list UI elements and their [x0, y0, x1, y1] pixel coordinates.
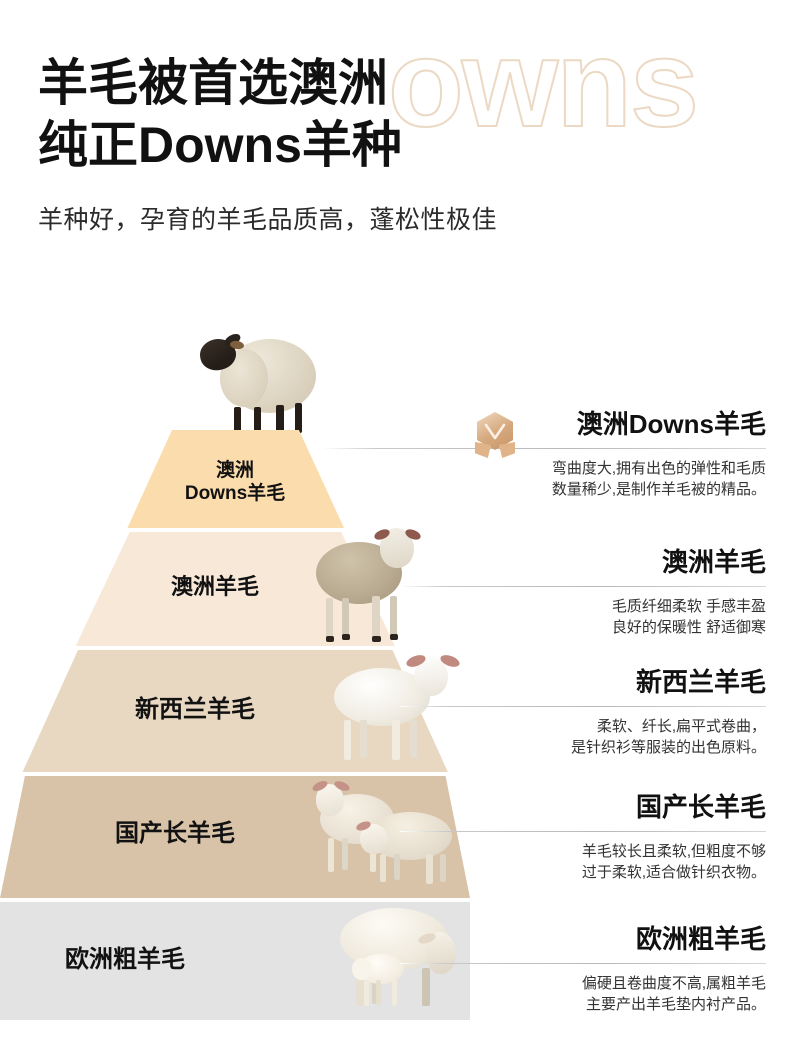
- info-item-2-description: 毛质纤细柔软 手感丰盈 良好的保暖性 舒适御寒: [400, 596, 766, 640]
- info-item-3: 新西兰羊毛 柔软、纤长,扁平式卷曲， 是针织衫等服装的出色原料。: [400, 668, 766, 759]
- info-item-3-divider: [400, 705, 766, 707]
- info-item-4-desc-line2: 过于柔软,适合做针织衣物。: [581, 864, 766, 882]
- info-item-1-desc-line2: 数量稀少,是制作羊毛被的精品。: [551, 481, 766, 499]
- info-item-5-description: 偏硬且卷曲度不高,属粗羊毛 主要产出羊毛垫内衬产品。: [400, 973, 766, 1017]
- info-item-1-title: 澳洲Downs羊毛: [576, 409, 766, 439]
- pyramid-tier-3-label: 新西兰羊毛: [135, 696, 255, 723]
- info-item-4-desc-line1: 羊毛较长且柔软,但粗度不够: [581, 842, 766, 860]
- hero-header: 羊毛被首选澳洲 纯正Downs羊种 羊种好，孕育的羊毛品质高，蓬松性极佳: [38, 52, 558, 236]
- info-item-3-desc-line2: 是针织衫等服装的出色原料。: [570, 739, 766, 757]
- info-item-2-title: 澳洲羊毛: [661, 547, 766, 577]
- pyramid-tier-5-label: 欧洲粗羊毛: [65, 946, 185, 973]
- wool-quality-pyramid: 澳洲 Downs羊毛 澳洲羊毛: [0, 430, 470, 1030]
- info-item-1: 澳洲Downs羊毛 弯曲度大,拥有出色的弹性和毛质 数量稀少,是制作羊毛被的精品…: [322, 410, 766, 501]
- info-item-5-divider: [400, 962, 766, 964]
- info-item-1-divider: [322, 447, 766, 449]
- info-item-3-description: 柔软、纤长,扁平式卷曲， 是针织衫等服装的出色原料。: [400, 716, 766, 760]
- pyramid-tier-1-label-line1: 澳洲: [215, 460, 254, 481]
- page-title-line2: 纯正Downs羊种: [38, 117, 402, 173]
- info-item-2-desc-line1: 毛质纤细柔软 手感丰盈: [611, 597, 766, 615]
- info-item-4-description: 羊毛较长且柔软,但粗度不够 过于柔软,适合做针织衣物。: [400, 841, 766, 885]
- pyramid-tier-1-label: 澳洲 Downs羊毛: [0, 460, 470, 506]
- page-title-line1: 羊毛被首选澳洲: [38, 55, 388, 111]
- award-ribbon-right: [499, 442, 515, 458]
- pyramid-tier-1-label-line2: Downs羊毛: [184, 482, 286, 504]
- info-item-5-desc-line2: 主要产出羊毛垫内衬产品。: [585, 996, 766, 1014]
- info-item-4: 国产长羊毛 羊毛较长且柔软,但粗度不够 过于柔软,适合做针织衣物。: [400, 793, 766, 884]
- award-check-icon: [483, 421, 507, 443]
- info-item-1-description: 弯曲度大,拥有出色的弹性和毛质 数量稀少,是制作羊毛被的精品。: [322, 458, 766, 502]
- downs-watermark-text: owns: [387, 15, 700, 153]
- info-item-5-desc-line1: 偏硬且卷曲度不高,属粗羊毛: [581, 974, 766, 992]
- info-item-5: 欧洲粗羊毛 偏硬且卷曲度不高,属粗羊毛 主要产出羊毛垫内衬产品。: [400, 925, 766, 1016]
- page-subtitle: 羊种好，孕育的羊毛品质高，蓬松性极佳: [38, 206, 498, 234]
- info-item-5-title: 欧洲粗羊毛: [635, 924, 766, 954]
- pyramid-tier-1: 澳洲 Downs羊毛: [0, 430, 470, 528]
- info-item-2: 澳洲羊毛 毛质纤细柔软 手感丰盈 良好的保暖性 舒适御寒: [400, 548, 766, 639]
- info-item-2-desc-line2: 良好的保暖性 舒适御寒: [611, 619, 766, 637]
- page-title: 羊毛被首选澳洲 纯正Downs羊种: [38, 52, 558, 176]
- info-item-3-title: 新西兰羊毛: [635, 667, 766, 697]
- award-hexagon-icon: [472, 412, 518, 462]
- pyramid-tier-4-label: 国产长羊毛: [115, 820, 235, 847]
- info-item-1-desc-line1: 弯曲度大,拥有出色的弹性和毛质: [551, 459, 766, 477]
- info-item-3-desc-line1: 柔软、纤长,扁平式卷曲，: [596, 717, 766, 735]
- info-item-4-title: 国产长羊毛: [635, 792, 766, 822]
- sheep-image-downs: [196, 325, 326, 443]
- info-item-4-divider: [400, 830, 766, 832]
- pyramid-tier-2-label: 澳洲羊毛: [170, 574, 259, 599]
- award-ribbon-left: [475, 442, 491, 458]
- info-item-2-divider: [400, 585, 766, 587]
